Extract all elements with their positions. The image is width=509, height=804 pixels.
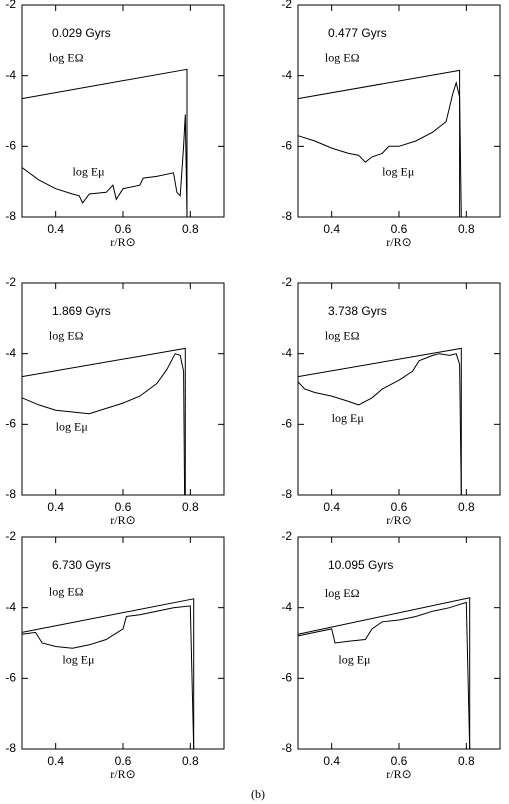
x-tick-label: 0.6 bbox=[391, 754, 408, 768]
x-tick-label: 0.4 bbox=[47, 754, 64, 768]
series-line bbox=[21, 353, 186, 496]
series-line bbox=[297, 601, 471, 750]
y-tick-label: -6 bbox=[5, 671, 16, 685]
y-tick-label: -6 bbox=[281, 671, 292, 685]
x-tick-label: 0.4 bbox=[323, 222, 340, 236]
y-tick-label: -2 bbox=[281, 529, 292, 543]
x-tick-label: 0.4 bbox=[47, 222, 64, 236]
y-tick-label: -6 bbox=[5, 139, 16, 153]
x-tick-label: 0.6 bbox=[115, 222, 132, 236]
x-tick-label: 0.6 bbox=[391, 500, 408, 514]
x-tick-label: 0.8 bbox=[182, 222, 199, 236]
caption: (b) bbox=[251, 787, 265, 801]
series-line bbox=[297, 80, 462, 218]
series-line bbox=[297, 597, 471, 749]
series-label: log Eμ bbox=[338, 652, 370, 666]
series-label: log Eμ bbox=[56, 420, 88, 434]
series-line bbox=[297, 353, 462, 496]
x-tick-label: 0.4 bbox=[47, 500, 64, 514]
y-tick-label: -4 bbox=[5, 68, 16, 82]
series-line bbox=[21, 114, 188, 218]
y-tick-label: -4 bbox=[281, 346, 292, 360]
panel-title: 1.869 Gyrs bbox=[52, 304, 111, 318]
y-tick-label: -4 bbox=[5, 346, 16, 360]
y-tick-label: -4 bbox=[5, 600, 16, 614]
x-axis-label: r/R⊙ bbox=[110, 235, 135, 249]
y-tick-label: -4 bbox=[281, 600, 292, 614]
x-axis-label: r/R⊙ bbox=[386, 513, 411, 527]
series-line bbox=[21, 605, 195, 750]
panel-title: 0.477 Gyrs bbox=[328, 26, 387, 40]
y-tick-label: -6 bbox=[281, 139, 292, 153]
x-tick-label: 0.6 bbox=[115, 500, 132, 514]
series-line bbox=[21, 347, 186, 495]
y-tick-label: -8 bbox=[5, 209, 16, 223]
x-tick-label: 0.4 bbox=[323, 500, 340, 514]
x-tick-label: 0.8 bbox=[458, 500, 475, 514]
panel-title: 6.730 Gyrs bbox=[52, 558, 111, 572]
panel-title: 0.029 Gyrs bbox=[52, 26, 111, 40]
y-tick-label: -2 bbox=[5, 275, 16, 289]
series-label: log EΩ bbox=[49, 584, 84, 598]
series-label: log Eμ bbox=[382, 165, 414, 179]
y-tick-label: -2 bbox=[281, 0, 292, 11]
x-tick-label: 0.8 bbox=[458, 754, 475, 768]
y-tick-label: -6 bbox=[5, 417, 16, 431]
y-tick-label: -2 bbox=[281, 275, 292, 289]
x-tick-label: 0.4 bbox=[323, 754, 340, 768]
panel-title: 3.738 Gyrs bbox=[328, 304, 387, 318]
y-tick-label: -2 bbox=[5, 529, 16, 543]
x-axis-label: r/R⊙ bbox=[110, 767, 135, 781]
x-tick-label: 0.8 bbox=[182, 500, 199, 514]
x-tick-label: 0.6 bbox=[391, 222, 408, 236]
y-tick-label: -8 bbox=[281, 487, 292, 501]
x-axis-label: r/R⊙ bbox=[110, 513, 135, 527]
series-label: log Eμ bbox=[332, 411, 364, 425]
y-tick-label: -4 bbox=[281, 68, 292, 82]
series-line bbox=[21, 68, 188, 217]
panel-title: 10.095 Gyrs bbox=[328, 558, 393, 572]
x-axis-label: r/R⊙ bbox=[386, 235, 411, 249]
series-label: log EΩ bbox=[325, 51, 360, 65]
series-label: log EΩ bbox=[49, 329, 84, 343]
series-line bbox=[21, 598, 195, 749]
series-line bbox=[297, 69, 461, 217]
series-line bbox=[297, 347, 462, 495]
y-tick-label: -6 bbox=[281, 417, 292, 431]
x-axis-label: r/R⊙ bbox=[386, 767, 411, 781]
series-label: log EΩ bbox=[325, 329, 360, 343]
y-tick-label: -8 bbox=[5, 487, 16, 501]
y-tick-label: -8 bbox=[281, 741, 292, 755]
x-tick-label: 0.8 bbox=[182, 754, 199, 768]
x-tick-label: 0.8 bbox=[458, 222, 475, 236]
y-tick-label: -8 bbox=[281, 209, 292, 223]
series-label: log EΩ bbox=[325, 586, 360, 600]
y-tick-label: -8 bbox=[5, 741, 16, 755]
series-label: log EΩ bbox=[49, 51, 84, 65]
x-tick-label: 0.6 bbox=[115, 754, 132, 768]
series-label: log Eμ bbox=[62, 652, 94, 666]
series-label: log Eμ bbox=[73, 165, 105, 179]
y-tick-label: -2 bbox=[5, 0, 16, 11]
